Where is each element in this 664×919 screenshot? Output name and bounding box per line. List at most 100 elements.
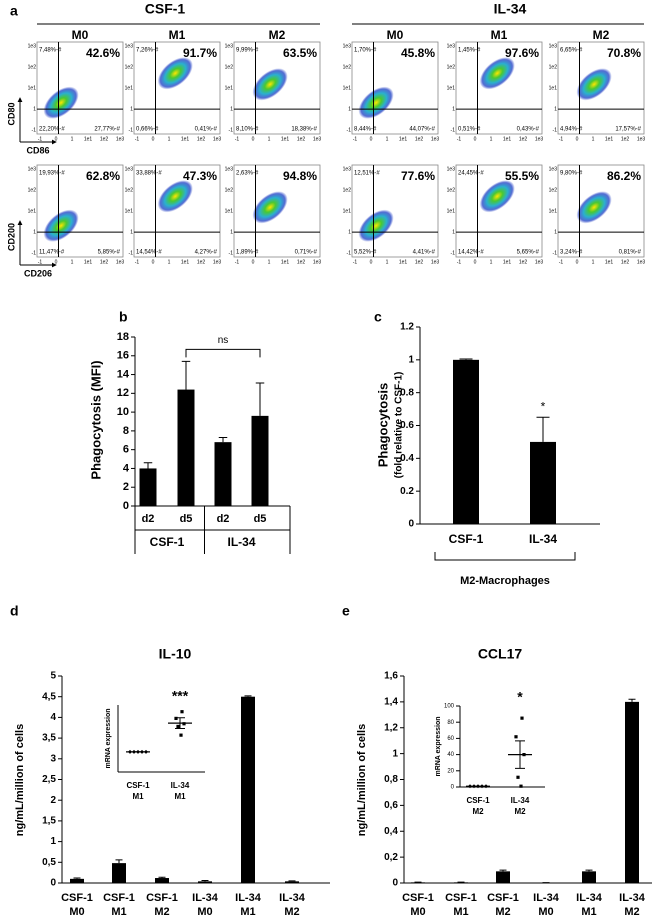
quadrant-percent: 18,38%-# xyxy=(291,127,317,133)
annotation: ns xyxy=(218,335,229,346)
flow-x-tick: 1e1 xyxy=(84,259,93,265)
panel-label: e xyxy=(342,603,350,619)
flow-x-tick: 0 xyxy=(152,136,155,142)
x-tick-label: CSF-1 xyxy=(61,892,93,904)
flow-x-tick: 1e1 xyxy=(503,136,512,142)
flow-y-tick: 1e1 xyxy=(343,85,352,91)
flow-y-tick: 1e1 xyxy=(125,85,134,91)
quadrant-percent: 8,10%-# xyxy=(236,127,259,133)
y-tick-label: 40 xyxy=(447,752,454,758)
bar xyxy=(625,701,639,883)
x-tick-label: M1 xyxy=(174,792,186,801)
flow-y-tick: -1 xyxy=(553,250,558,256)
x-tick-label: CSF-1 xyxy=(126,781,150,790)
flow-x-tick: -1 xyxy=(235,136,240,142)
error-bar xyxy=(536,416,550,442)
y-tick-label: 60 xyxy=(447,736,454,742)
flow-y-tick: 1e1 xyxy=(28,208,37,214)
flow-y-tick: 1e1 xyxy=(447,85,456,91)
flow-y-tick: 1 xyxy=(554,106,557,112)
group-header: CSF-1 xyxy=(145,1,186,17)
data-point xyxy=(520,716,524,720)
quadrant-percent: 0,41%-# xyxy=(195,127,218,133)
flow-y-tick: 1e1 xyxy=(28,85,37,91)
y-tick-label: 20 xyxy=(447,768,454,774)
x-tick-label: IL-34 xyxy=(529,532,557,546)
x-tick-label: CSF-1 xyxy=(402,892,434,904)
quadrant-percent: 4,41%-# xyxy=(413,250,436,256)
quadrant-percent: 33,88%-# xyxy=(136,171,162,177)
y-tick-label: 0,2 xyxy=(384,852,398,863)
data-point xyxy=(174,716,178,720)
flow-x-tick: 0 xyxy=(252,259,255,265)
y-tick-label: 1,2 xyxy=(384,722,398,733)
flow-x-tick: 1e2 xyxy=(100,259,109,265)
flow-x-tick: 1e1 xyxy=(503,259,512,265)
y-tick-label: 18 xyxy=(117,331,129,343)
y-tick-label: 14 xyxy=(117,368,130,380)
x-axis-label: CD206 xyxy=(24,268,52,278)
bar xyxy=(112,863,126,883)
group-label: M2-Macrophages xyxy=(460,575,550,587)
quadrant-percent: 0,66%-# xyxy=(136,127,159,133)
flow-x-tick: 1e2 xyxy=(415,259,424,265)
panel-label: c xyxy=(374,309,382,325)
flow-x-tick: -1 xyxy=(235,259,240,265)
flow-x-tick: 1 xyxy=(386,259,389,265)
flow-y-tick: 1 xyxy=(348,229,351,235)
bar xyxy=(454,882,468,883)
quadrant-percent: 5,65%-# xyxy=(517,250,540,256)
error-bar xyxy=(115,859,123,864)
quadrant-percent: 4,94%-# xyxy=(560,127,583,133)
flow-y-tick: 1e1 xyxy=(343,208,352,214)
bar xyxy=(214,442,232,506)
density-cloud xyxy=(576,68,612,101)
flow-y-tick: -1 xyxy=(129,127,134,133)
y-tick-label: 0.8 xyxy=(400,387,414,398)
gate-percent: 45.8% xyxy=(401,46,435,60)
y-tick-label: 2,5 xyxy=(42,774,56,785)
flow-y-tick: 1e2 xyxy=(125,64,134,70)
gate-percent: 70.8% xyxy=(607,46,641,60)
gate-percent: 94.8% xyxy=(283,169,317,183)
y-tick-label: 8 xyxy=(123,425,129,437)
flow-y-tick: -1 xyxy=(451,250,456,256)
flow-x-tick: 1e2 xyxy=(297,136,306,142)
y-tick-label: 0 xyxy=(50,878,56,889)
flow-x-tick: 1 xyxy=(592,136,595,142)
density-cloud xyxy=(252,191,288,224)
quadrant-percent: 0,51%-# xyxy=(458,127,481,133)
chart-title: CCL17 xyxy=(478,646,523,662)
flow-x-tick: 0 xyxy=(474,136,477,142)
flow-x-tick: 0 xyxy=(474,259,477,265)
flow-x-tick: 0 xyxy=(370,136,373,142)
bar xyxy=(241,696,255,883)
y-axis-label: Phagocytosis (MFI) xyxy=(88,360,103,479)
flow-y-tick: 1e3 xyxy=(447,166,456,172)
flow-x-tick: 1 xyxy=(268,136,271,142)
y-tick-label: 10 xyxy=(117,406,129,418)
flow-y-tick: 1 xyxy=(452,106,455,112)
bar xyxy=(530,441,556,524)
x-tick-label: IL-34 xyxy=(171,781,190,790)
flow-x-tick: 0 xyxy=(576,136,579,142)
plot-frame xyxy=(133,164,221,258)
column-header: M2 xyxy=(593,28,610,42)
flow-y-tick: -1 xyxy=(347,127,352,133)
flow-y-tick: 1e3 xyxy=(28,43,37,49)
quadrant-percent: 1,70%-# xyxy=(354,48,377,54)
x-tick-label: IL-34 xyxy=(235,892,262,904)
data-point xyxy=(516,775,520,779)
flow-x-tick: 1e3 xyxy=(431,259,440,265)
flow-y-tick: 1e2 xyxy=(343,187,352,193)
quadrant-percent: 44,07%-# xyxy=(409,127,435,133)
bar xyxy=(285,881,299,883)
bar xyxy=(582,871,596,883)
flow-y-tick: -1 xyxy=(32,127,37,133)
bar xyxy=(496,871,510,883)
density-cloud xyxy=(479,57,515,90)
x-tick-label: M1 xyxy=(453,906,468,918)
